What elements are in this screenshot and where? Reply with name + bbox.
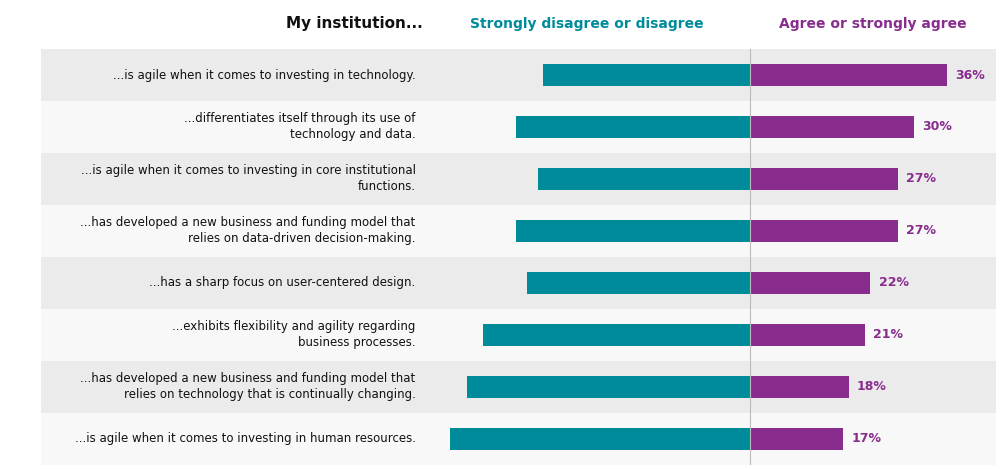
Bar (516, 116, 750, 138)
Bar (41, 361, 423, 413)
Bar (423, 361, 996, 413)
Text: 30%: 30% (922, 121, 952, 134)
Bar (41, 49, 423, 101)
Text: 49%: 49% (712, 328, 742, 341)
Bar (750, 376, 849, 398)
Bar (41, 309, 423, 361)
Text: 55%: 55% (712, 432, 742, 446)
Bar (483, 324, 750, 346)
Bar (41, 153, 423, 205)
Text: ...has developed a new business and funding model that
relies on technology that: ...has developed a new business and fund… (80, 372, 416, 401)
Bar (423, 309, 996, 361)
Text: 43%: 43% (712, 225, 742, 237)
Bar (750, 116, 914, 138)
Bar (41, 101, 423, 153)
Text: ...has a sharp focus on user-centered design.: ...has a sharp focus on user-centered de… (149, 276, 416, 289)
Text: ...is agile when it comes to investing in technology.: ...is agile when it comes to investing i… (113, 68, 416, 82)
Text: 52%: 52% (712, 380, 742, 393)
Bar (423, 49, 996, 101)
Text: 39%: 39% (712, 173, 742, 185)
Text: Strongly disagree or disagree: Strongly disagree or disagree (470, 17, 704, 31)
Bar (41, 257, 423, 309)
Text: Agree or strongly agree: Agree or strongly agree (779, 17, 967, 31)
Text: 41%: 41% (712, 276, 742, 289)
Bar (41, 205, 423, 257)
Bar (423, 153, 996, 205)
Text: 21%: 21% (873, 328, 903, 341)
Bar (750, 168, 898, 190)
Text: 27%: 27% (906, 173, 936, 185)
Bar (423, 205, 996, 257)
Text: My institution...: My institution... (286, 16, 423, 31)
Bar (423, 101, 996, 153)
Text: 18%: 18% (857, 380, 887, 393)
Text: ...has developed a new business and funding model that
relies on data-driven dec: ...has developed a new business and fund… (80, 217, 416, 245)
Bar (423, 413, 996, 465)
Text: 22%: 22% (879, 276, 909, 289)
Bar (750, 324, 865, 346)
Bar (423, 257, 996, 309)
Text: 36%: 36% (955, 68, 985, 82)
Bar (750, 428, 843, 450)
Bar (750, 220, 898, 242)
Text: ...is agile when it comes to investing in human resources.: ...is agile when it comes to investing i… (75, 432, 416, 446)
Text: ...exhibits flexibility and agility regarding
business processes.: ...exhibits flexibility and agility rega… (172, 320, 416, 349)
Text: 17%: 17% (851, 432, 881, 446)
Bar (41, 413, 423, 465)
Bar (543, 64, 750, 86)
Bar (516, 220, 750, 242)
Text: ...is agile when it comes to investing in core institutional
functions.: ...is agile when it comes to investing i… (81, 165, 416, 194)
Bar (750, 272, 870, 294)
Bar (450, 428, 750, 450)
Bar (527, 272, 750, 294)
Bar (467, 376, 750, 398)
Text: 27%: 27% (906, 225, 936, 237)
Text: ...differentiates itself through its use of
technology and data.: ...differentiates itself through its use… (184, 113, 416, 142)
Bar (750, 64, 947, 86)
Text: 38%: 38% (712, 68, 742, 82)
Bar (538, 168, 750, 190)
Text: 43%: 43% (712, 121, 742, 134)
